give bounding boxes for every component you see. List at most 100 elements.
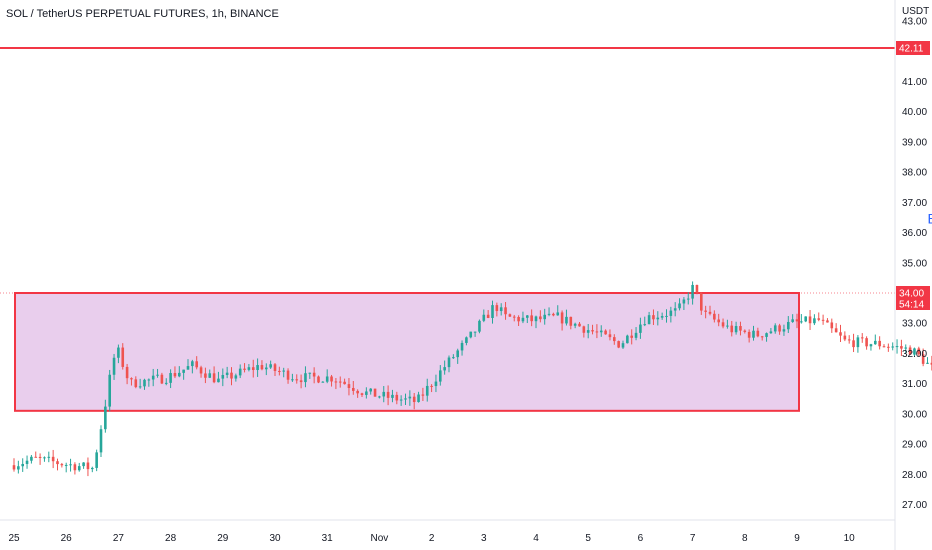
candle-body xyxy=(439,370,442,382)
candle-body xyxy=(178,372,181,377)
candle-body xyxy=(304,373,307,383)
candle-body xyxy=(43,457,46,459)
price-unit-label: USDT xyxy=(902,6,929,17)
candle-body xyxy=(330,376,333,382)
candle-body xyxy=(747,331,751,338)
candle-body xyxy=(156,374,159,376)
time-tick-label: 8 xyxy=(742,533,748,544)
candle-body xyxy=(686,298,690,300)
candle-body xyxy=(425,385,429,396)
candle-body xyxy=(830,322,834,329)
candle-body xyxy=(856,337,860,348)
candle-body xyxy=(639,324,642,333)
candle-body xyxy=(247,367,251,370)
candle-body xyxy=(734,326,738,333)
candle-body xyxy=(352,387,355,391)
candle-body xyxy=(508,314,512,317)
level-price-label: 42.11 xyxy=(899,44,924,55)
time-tick-label: 5 xyxy=(585,533,591,544)
current-price-badge xyxy=(896,286,930,310)
candle-body xyxy=(25,460,29,464)
candle-body xyxy=(869,344,873,347)
candle-body xyxy=(817,318,821,320)
candle-body xyxy=(578,323,581,327)
candle-body xyxy=(312,372,316,377)
time-tick-label: 25 xyxy=(8,533,20,544)
candle-body xyxy=(399,399,403,401)
candle-body xyxy=(573,323,577,326)
candle-body xyxy=(700,292,703,311)
candle-body xyxy=(630,335,633,338)
candle-body xyxy=(64,464,68,466)
candle-body xyxy=(495,305,499,312)
candle-body xyxy=(499,307,503,312)
candle-body xyxy=(473,331,477,333)
candle-body xyxy=(708,311,712,314)
candle-body xyxy=(826,320,829,323)
candle-body xyxy=(21,463,24,467)
candle-body xyxy=(147,379,151,381)
price-tick-label: 28.00 xyxy=(902,470,927,481)
candle-body xyxy=(821,319,825,321)
candle-body xyxy=(299,380,303,383)
candle-body xyxy=(673,308,677,311)
candle-body xyxy=(51,456,55,462)
price-tick-label: 40.00 xyxy=(902,107,927,118)
candle-body xyxy=(652,315,655,320)
candle-body xyxy=(504,307,507,315)
candle-countdown-label: 54:14 xyxy=(899,300,924,311)
candle-body xyxy=(325,376,329,382)
candle-body xyxy=(621,343,625,348)
candle-body xyxy=(760,336,764,338)
candle-body xyxy=(608,334,612,338)
candle-body xyxy=(234,375,238,379)
candle-body xyxy=(256,365,259,371)
candle-body xyxy=(908,347,912,355)
candle-body xyxy=(134,379,138,388)
candle-body xyxy=(613,337,616,342)
candle-body xyxy=(365,391,368,395)
candle-body xyxy=(208,373,212,378)
candle-body xyxy=(186,366,190,370)
time-tick-label: 7 xyxy=(690,533,696,544)
candle-body xyxy=(808,316,812,324)
candle-body xyxy=(778,325,781,332)
candle-body xyxy=(765,333,768,337)
candle-body xyxy=(382,391,386,397)
candle-body xyxy=(769,331,773,334)
candle-body xyxy=(278,370,281,372)
candle-body xyxy=(86,462,90,470)
candle-body xyxy=(569,316,573,326)
candle-body xyxy=(12,465,16,470)
candle-body xyxy=(338,381,342,383)
candle-body xyxy=(108,374,111,407)
candle-body xyxy=(721,322,725,327)
price-tick-label: 36.00 xyxy=(902,228,927,239)
candle-body xyxy=(212,373,216,383)
time-tick-label: 28 xyxy=(165,533,177,544)
candle-body xyxy=(82,462,85,467)
candle-body xyxy=(813,318,816,324)
candle-body xyxy=(347,384,351,388)
candle-body xyxy=(56,461,59,465)
time-tick-label: 3 xyxy=(481,533,487,544)
price-tick-label: 31.00 xyxy=(902,379,927,390)
candle-body xyxy=(839,332,842,336)
candle-body xyxy=(917,348,921,355)
candle-body xyxy=(682,299,686,304)
time-tick-label: 4 xyxy=(533,533,539,544)
candle-body xyxy=(534,316,538,322)
candle-body xyxy=(160,374,164,384)
candle-body xyxy=(634,332,638,338)
candle-body xyxy=(565,316,568,324)
candle-body xyxy=(430,385,433,387)
candle-body xyxy=(626,335,629,344)
candle-body xyxy=(669,310,673,316)
candle-body xyxy=(482,314,486,321)
candle-body xyxy=(243,368,246,370)
candle-body xyxy=(17,466,20,470)
candle-body xyxy=(643,324,647,326)
price-tick-label: 29.00 xyxy=(902,440,927,451)
candle-body xyxy=(104,406,107,430)
